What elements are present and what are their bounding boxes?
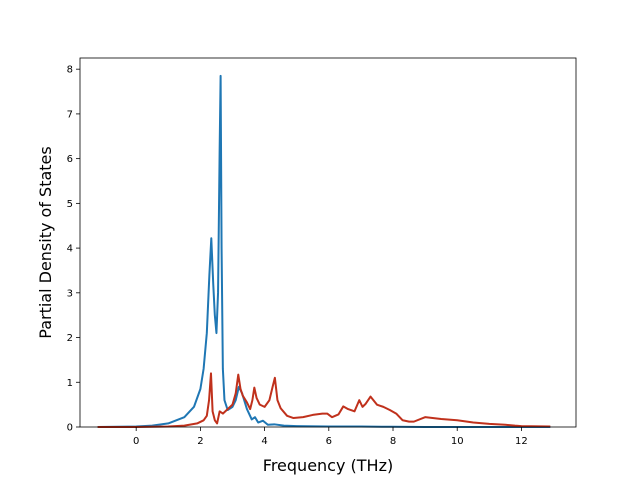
series-line-2 bbox=[97, 372, 551, 428]
x-tick-label: 2 bbox=[197, 436, 203, 447]
y-tick-label: 7 bbox=[67, 109, 73, 120]
y-tick-label: 6 bbox=[67, 154, 73, 165]
x-axis-ticks: 0 2 4 6 8 10 12 bbox=[133, 427, 528, 447]
series-lines bbox=[97, 74, 551, 428]
y-axis-label: Partial Density of States bbox=[36, 146, 55, 338]
y-tick-label: 4 bbox=[67, 244, 73, 255]
plot-frame bbox=[79, 57, 577, 428]
y-tick-label: 3 bbox=[67, 288, 73, 299]
x-tick-label: 8 bbox=[390, 436, 396, 447]
x-tick-label: 10 bbox=[451, 436, 464, 447]
y-tick-label: 2 bbox=[67, 333, 73, 344]
y-axis-ticks: 0 1 2 3 4 5 6 7 8 bbox=[67, 65, 80, 434]
y-tick-label: 8 bbox=[67, 65, 73, 76]
series-line-1 bbox=[97, 74, 551, 428]
y-tick-label: 0 bbox=[67, 423, 73, 434]
x-tick-label: 0 bbox=[133, 436, 139, 447]
x-tick-label: 12 bbox=[515, 436, 528, 447]
x-axis-label: Frequency (THz) bbox=[263, 456, 393, 475]
y-tick-label: 1 bbox=[67, 378, 73, 389]
plot-background bbox=[80, 58, 576, 427]
x-tick-label: 4 bbox=[261, 436, 267, 447]
y-tick-label: 5 bbox=[67, 199, 73, 210]
x-tick-label: 6 bbox=[326, 436, 332, 447]
